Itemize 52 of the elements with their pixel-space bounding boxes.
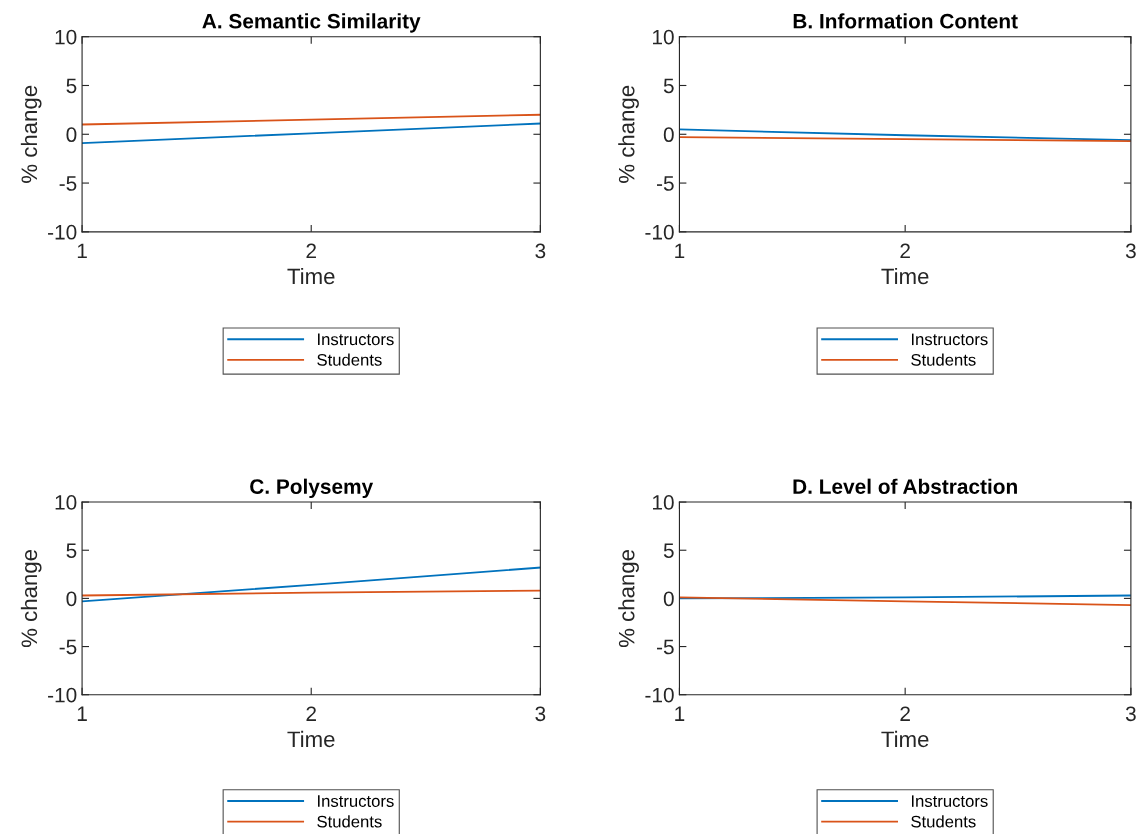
y-tick-label: -5 — [656, 639, 674, 655]
y-tick-label: 5 — [66, 543, 77, 558]
x-tick-label: 2 — [900, 706, 910, 721]
y-tick-label: 10 — [55, 29, 77, 45]
x-tick-label: 1 — [77, 706, 87, 721]
y-axis-title: % change — [618, 85, 639, 183]
x-axis-title: Time — [881, 730, 929, 748]
legend-label: Instructors — [911, 333, 988, 346]
x-tick-label: 1 — [675, 706, 685, 721]
x-axis-title: Time — [287, 267, 335, 285]
x-tick-label: 1 — [77, 243, 87, 259]
y-tick-label: -10 — [48, 687, 77, 703]
y-tick-label: -10 — [645, 687, 674, 703]
x-axis-title: Time — [881, 267, 929, 285]
y-tick-label: 0 — [66, 127, 77, 143]
x-tick-label: 3 — [535, 706, 546, 722]
chart-title: C. Polysemy — [250, 478, 374, 499]
x-tick-label: 2 — [306, 706, 316, 721]
y-tick-label: 0 — [663, 127, 674, 143]
legend-label: Students — [317, 353, 382, 366]
legend-label: Students — [911, 353, 976, 366]
y-tick-label: -5 — [59, 176, 77, 191]
x-axis-title: Time — [287, 730, 335, 748]
x-tick-label: 2 — [900, 243, 910, 259]
y-tick-label: 10 — [653, 29, 674, 45]
y-tick-label: 5 — [663, 543, 674, 558]
legend-label: Instructors — [318, 795, 394, 807]
x-tick-label: 3 — [535, 243, 546, 259]
y-tick-label: -10 — [645, 224, 674, 240]
legend-label: Students — [317, 815, 382, 828]
y-tick-label: 0 — [66, 591, 77, 607]
y-tick-label: -5 — [656, 176, 674, 191]
y-tick-label: -10 — [48, 224, 77, 240]
x-tick-label: 3 — [1125, 706, 1136, 722]
y-tick-label: -5 — [59, 639, 77, 655]
legend-label: Instructors — [318, 333, 394, 346]
y-axis-title: % change — [20, 85, 42, 183]
x-tick-label: 2 — [306, 243, 316, 259]
chart-title: A. Semantic Similarity — [202, 13, 421, 33]
y-tick-label: 10 — [55, 495, 77, 510]
x-tick-label: 3 — [1125, 243, 1136, 259]
chart-title: D. Level of Abstraction — [793, 478, 1017, 494]
y-tick-label: 5 — [66, 78, 77, 94]
legend-label: Instructors — [911, 795, 988, 807]
y-tick-label: 10 — [653, 495, 674, 510]
y-axis-title: % change — [20, 549, 42, 648]
legend-label: Students — [911, 815, 976, 828]
chart-title: B. Information Content — [793, 13, 1018, 29]
y-tick-label: 5 — [663, 78, 674, 94]
y-axis-title: % change — [618, 549, 639, 648]
y-tick-label: 0 — [663, 591, 674, 607]
x-tick-label: 1 — [675, 243, 685, 259]
